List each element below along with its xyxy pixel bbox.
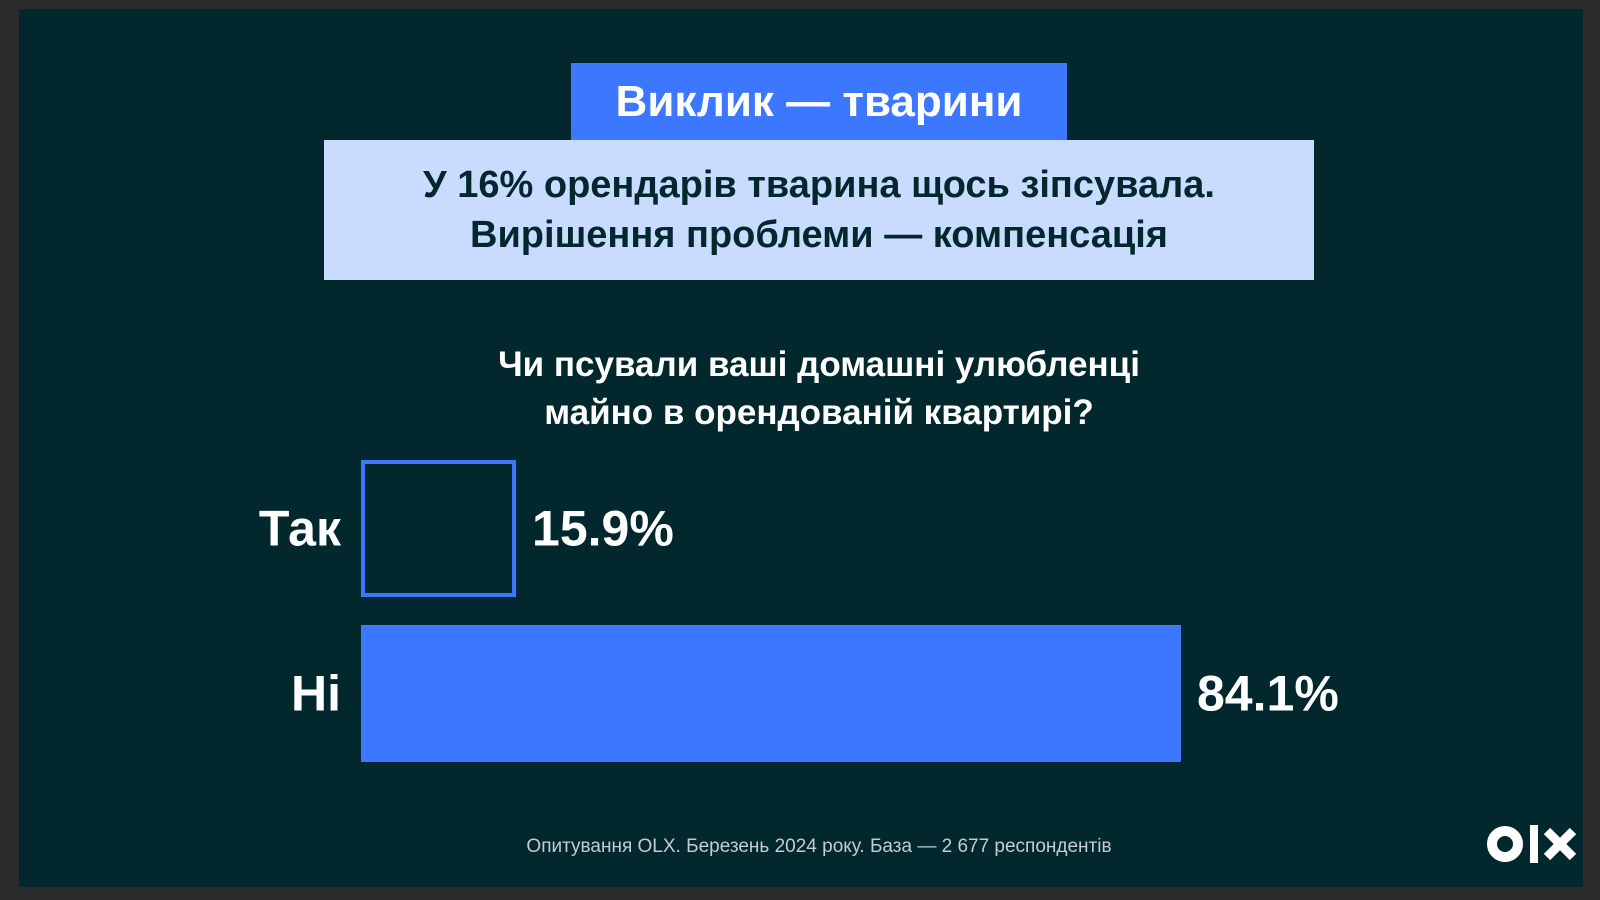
subtitle-line-2: Вирішення проблеми — компенсація [470, 214, 1168, 256]
slide-subtitle: У 16% орендарів тварина щось зіпсувала. … [324, 140, 1314, 280]
chart-question-line-1: Чи псували ваші домашні улюбленці [498, 345, 1140, 384]
footnote: Опитування OLX. Березень 2024 року. База… [526, 836, 1112, 857]
bar-2 [361, 625, 1181, 762]
slide-title: Виклик — тварини [571, 63, 1067, 140]
category-label-1: Так [259, 501, 342, 557]
bar-chart: Так 15.9% Ні 84.1% [259, 460, 1339, 762]
slide: Виклик — тварини У 16% орендарів тварина… [19, 9, 1583, 887]
bar-1 [361, 460, 517, 597]
value-label-1: 15.9% [532, 501, 674, 557]
chart-question: Чи псували ваші домашні улюбленці майно … [369, 341, 1269, 437]
olx-logo-icon [1487, 825, 1577, 863]
chart-question-line-2: майно в орендованій квартирі? [544, 393, 1094, 432]
category-label-2: Ні [291, 666, 341, 722]
subtitle-line-1: У 16% орендарів тварина щось зіпсувала. [423, 164, 1215, 206]
value-label-2: 84.1% [1197, 666, 1339, 722]
